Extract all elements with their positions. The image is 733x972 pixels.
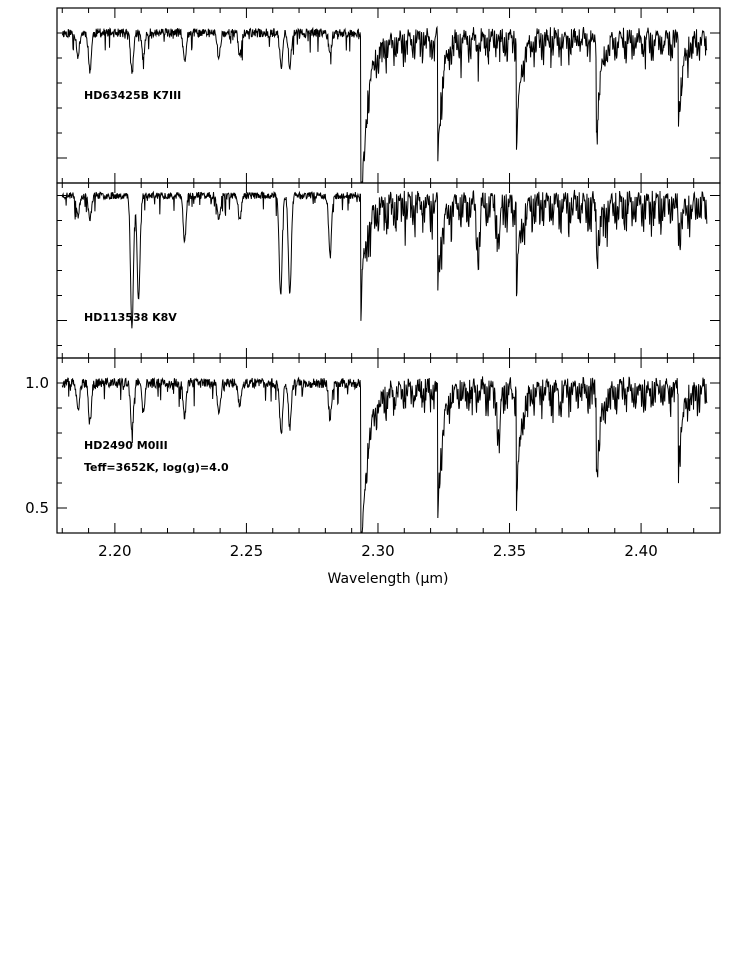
- panel-frame: [56, 357, 721, 534]
- y-tick-label: 1.0: [25, 374, 49, 392]
- spectrum-panel: 0.5 1.0 HD2490 M0III Teff=3652K, log(g)=4.0: [25, 357, 721, 534]
- x-axis-title: Wavelength (μm): [328, 571, 449, 587]
- x-tick-label: 2.20: [98, 542, 131, 560]
- x-tick-labels: 2.20 2.25 2.30 2.35 2.40: [98, 542, 658, 560]
- panel-label: Teff=3652K, log(g)=4.0: [84, 461, 229, 474]
- spectrum-panel: HD113538 K8V: [56, 182, 721, 359]
- x-tick-label: 2.30: [361, 542, 394, 560]
- spectrum-panel: HD63425B K7III: [56, 7, 721, 184]
- x-tick-label: 2.35: [493, 542, 526, 560]
- panel-label: HD2490 M0III: [84, 439, 168, 452]
- spectrum-line: [61, 189, 708, 329]
- spectrum-line: [61, 25, 708, 183]
- x-tick-label: 2.25: [230, 542, 263, 560]
- spectrum-line: [61, 376, 708, 533]
- spectrum-panels: HD63425B K7III HD113538 K8V 0.5 1.0 HD2490 M…: [25, 7, 721, 534]
- panel-label: HD63425B K7III: [84, 89, 181, 102]
- x-tick-label: 2.40: [624, 542, 657, 560]
- y-tick-label: 0.5: [25, 499, 49, 517]
- panel-label: HD113538 K8V: [84, 311, 177, 324]
